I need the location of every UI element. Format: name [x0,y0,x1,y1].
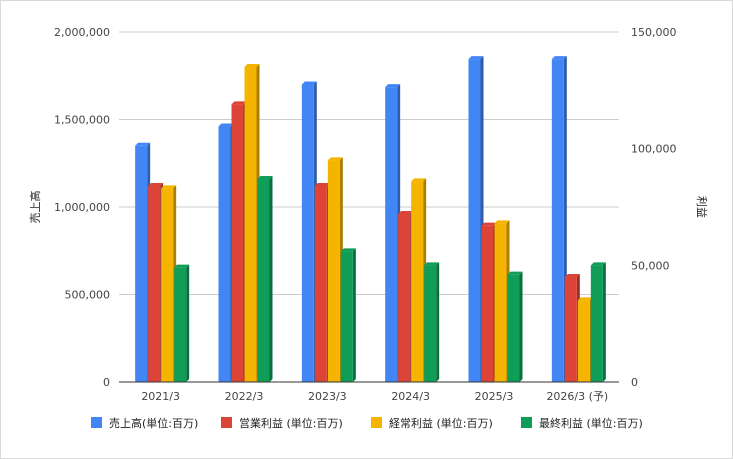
bar-side [269,176,273,382]
bar [551,59,564,382]
bar-top [257,176,273,179]
bar-top [551,56,567,60]
bar [398,214,411,382]
bar [385,87,398,382]
bar-top [244,64,260,67]
bar [481,225,494,382]
bar-top [174,264,190,268]
bars [135,56,606,382]
y2-tick-label: 50,000 [631,259,670,272]
y-tick-label: 2,000,000 [54,26,110,39]
bar [468,59,481,382]
bar [218,126,231,382]
bar-top [135,142,151,146]
y2-tick-label: 100,000 [631,143,677,156]
bar-top [314,183,330,186]
y-tick-label: 500,000 [65,289,111,302]
legend-label: 営業利益 (単位:百万) [239,416,343,430]
bar-top [577,297,593,301]
bar [564,277,577,382]
bar-top [148,183,164,186]
bar [590,265,603,382]
bar-side [352,248,356,382]
bar [231,104,244,382]
bar [135,145,148,382]
bar-top [494,220,510,224]
bar-top [507,271,523,275]
legend-swatch [521,417,532,428]
x-tick-label: 2025/3 [475,390,514,403]
bar [424,265,437,382]
bar [301,84,314,382]
x-tick-label: 2021/3 [141,390,180,403]
y2-axis-title: 利益 [695,196,709,218]
legend-label: 売上高(単位:百万) [109,416,198,430]
bar-top [385,84,401,88]
bar-top [481,222,497,226]
bar [148,186,161,382]
bar-top [301,81,317,85]
bar [577,300,590,382]
y-tick-label: 1,500,000 [54,114,110,127]
bar [340,251,353,382]
legend: 売上高(単位:百万) 営業利益 (単位:百万) 経常利益 (単位:百万) 最終利益 (… [91,416,643,430]
bar [161,188,174,382]
bar-top [564,274,580,277]
legend-swatch [371,417,382,428]
bar-side [186,264,190,382]
bar [327,160,340,382]
legend-swatch [91,417,102,428]
bar-top [327,157,343,161]
x-tick-label: 2024/3 [391,390,430,403]
gridlines [119,31,619,295]
axes: 0 500,000 1,000,000 1,500,000 2,000,000 0 50,0… [28,26,709,403]
bar [244,67,257,382]
bar-top [218,123,234,127]
x-tick-label: 2023/3 [308,390,347,403]
y-tick-label: 0 [103,376,110,389]
bar-top [424,262,440,266]
legend-label: 最終利益 (単位:百万) [539,416,643,430]
bar [314,186,327,382]
bar-top [340,248,356,252]
x-tick-label: 2026/3 (予) [546,390,608,403]
bar-top [590,262,606,266]
x-tick-label: 2022/3 [225,390,264,403]
bar-top [398,211,414,214]
y-axis-title: 売上高 [28,191,42,224]
bar-top [161,185,177,189]
bar [494,223,507,382]
bar-side [436,262,440,382]
bar-top [468,56,484,60]
bar-side [602,262,606,382]
legend-label: 経常利益 (単位:百万) [389,416,493,430]
bar-side [519,271,523,382]
bar [257,179,270,382]
legend-swatch [221,417,232,428]
bar-top [231,101,247,105]
y2-tick-label: 0 [631,376,638,389]
bar [411,181,424,382]
y2-tick-label: 150,000 [631,26,677,39]
bar [507,274,520,382]
y-tick-label: 1,000,000 [54,201,110,214]
bar-top [411,178,427,182]
bar [174,267,187,382]
